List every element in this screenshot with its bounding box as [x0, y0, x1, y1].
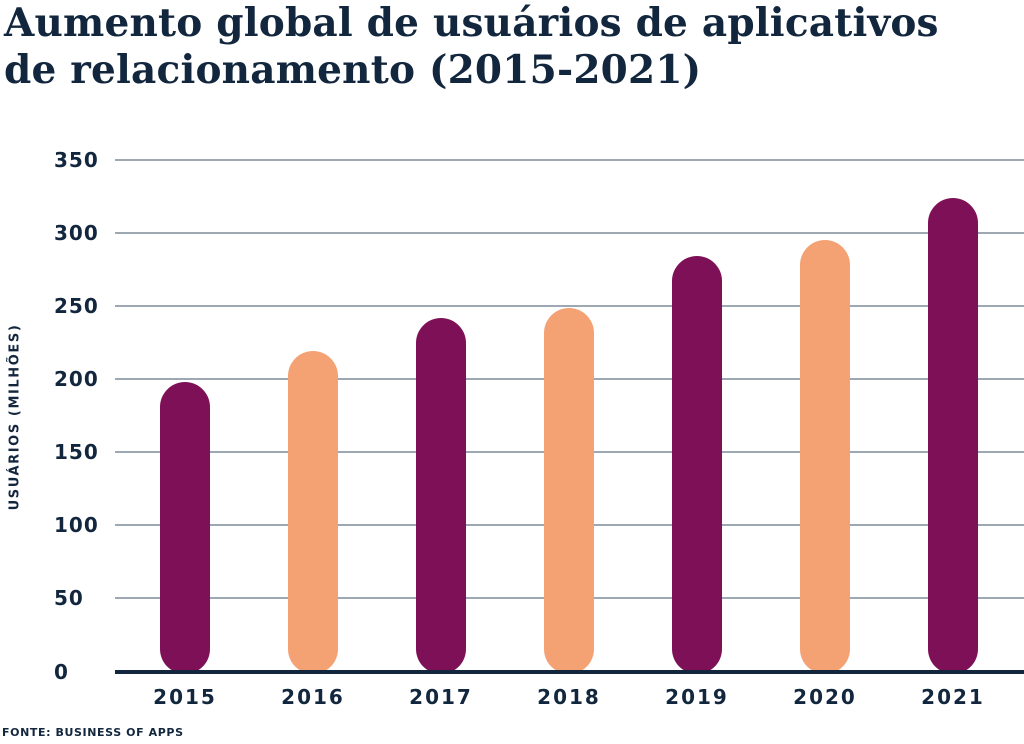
y-axis-title: USUÁRIOS (MILHÕES)	[7, 323, 23, 511]
x-label-2015: 2015	[153, 685, 217, 709]
y-tick-label-250: 250	[54, 294, 99, 319]
x-axis-line	[115, 670, 1024, 674]
y-tick-label-50: 50	[54, 586, 84, 611]
x-label-2020: 2020	[793, 685, 857, 709]
gridline-350	[115, 159, 1024, 161]
y-tick-label-200: 200	[54, 367, 99, 392]
bar-2019	[672, 256, 722, 674]
x-label-2018: 2018	[537, 685, 601, 709]
bar-2015	[160, 382, 210, 674]
x-label-2021: 2021	[921, 685, 985, 709]
y-tick-label-350: 350	[54, 148, 99, 172]
bar-2016	[288, 351, 338, 674]
source-note: FONTE: BUSINESS OF APPS	[2, 726, 184, 739]
chart-title: Aumento global de usuários de aplicativo…	[4, 0, 939, 94]
x-label-2016: 2016	[281, 685, 345, 709]
x-label-2019: 2019	[665, 685, 729, 709]
bar-2017	[416, 317, 466, 674]
x-label-2017: 2017	[409, 685, 473, 709]
bar-2021	[928, 197, 978, 674]
gridline-250	[115, 305, 1024, 308]
y-tick-label-0: 0	[54, 659, 69, 684]
gridline-300	[115, 232, 1024, 235]
chart-title-line1: Aumento global de usuários de aplicativo…	[4, 0, 939, 46]
y-tick-label-300: 300	[54, 221, 99, 246]
y-tick-label-100: 100	[54, 513, 99, 538]
y-tick-label-150: 150	[54, 440, 99, 465]
bar-2018	[544, 307, 594, 674]
chart-title-line2: de relacionamento (2015-2021)	[4, 47, 702, 93]
bar-2020	[800, 240, 850, 674]
